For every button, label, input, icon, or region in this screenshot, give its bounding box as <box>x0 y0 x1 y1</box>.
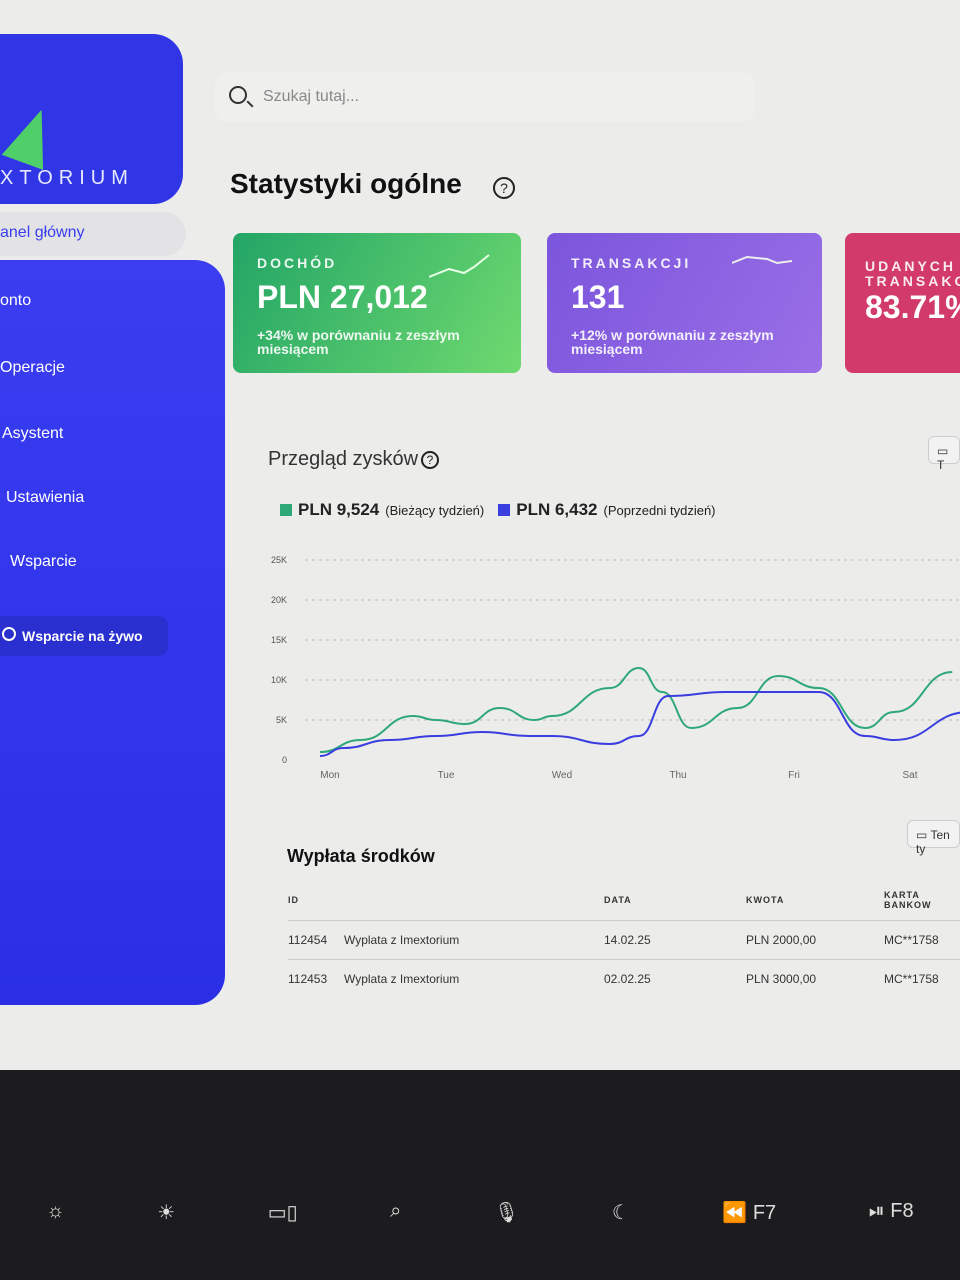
page-title: Statystyki ogólne <box>230 168 462 199</box>
legend-label-current: (Bieżący tydzień) <box>385 502 485 518</box>
x-tick-label: Tue <box>438 770 455 781</box>
cell-id: 112453 <box>288 959 344 998</box>
col-date: DATA <box>604 895 632 905</box>
cell-card: MC**1758 <box>884 959 960 998</box>
x-tick-label: Mon <box>320 770 339 781</box>
card-sub: +34% w porównaniu z zeszłym miesiącem <box>257 327 460 357</box>
series-line-1 <box>319 691 960 757</box>
y-tick-label: 0 <box>282 755 287 765</box>
legend-value-previous: PLN 6,432 <box>516 500 598 519</box>
card-value: 131 <box>571 279 625 315</box>
search-placeholder: Szukaj tutaj... <box>263 88 360 105</box>
key[interactable]: ⌕ <box>390 1200 402 1222</box>
cell-date: 02.02.25 <box>604 959 746 998</box>
sidebar-item-active-bg <box>0 212 186 256</box>
profit-chart: 0 5K 10K 15K 20K 25K Mon Tue Wed Thu Fri Sat <box>271 555 960 781</box>
table-row[interactable]: 112454 Wyplata z Imextorium 14.02.25 PLN 20… <box>288 920 960 960</box>
keyboard-row: ☼ ☀ ▭▯ ⌕ 🎙 ☾ ⏪ F7 ⏯ F8 <box>0 1200 960 1225</box>
withdrawals-title: Wypłata środków <box>287 846 435 866</box>
income-card: DOCHÓD PLN 27,012 +34% w porównaniu z ze… <box>233 233 521 373</box>
col-desc <box>344 880 604 921</box>
date-filter-button[interactable]: ▭ T <box>928 436 960 472</box>
live-support-button[interactable]: Wsparcie na żywo <box>0 616 168 656</box>
logo-icon <box>1 102 63 170</box>
card-sub: +12% w porównaniu z zeszłym miesiącem <box>571 327 774 357</box>
y-tick-label: 5K <box>276 715 287 725</box>
cell-amount: PLN 2000,00 <box>746 920 884 960</box>
key[interactable]: ☾ <box>611 1202 630 1224</box>
col-card: KARTA BANKOW <box>884 890 932 910</box>
cell-card: MC**1758 <box>884 920 960 960</box>
live-support-label: Wsparcie na żywo <box>22 628 143 644</box>
sparkline-icon <box>429 254 490 278</box>
cell-amount: PLN 3000,00 <box>746 959 884 998</box>
success-rate-card: UDANYCH TRANSAKCJI 83.71% <box>845 233 960 373</box>
cell-id: 112454 <box>288 920 344 960</box>
table-row[interactable]: 112453 Wyplata z Imextorium 02.02.25 PLN 30… <box>288 959 960 998</box>
headset-icon <box>2 627 16 641</box>
screen: XTORIUM anel główny onto Operacje Asyste… <box>0 0 960 1070</box>
search-icon <box>229 86 247 104</box>
sidebar-item-assistant[interactable]: Asystent <box>2 425 64 442</box>
key[interactable]: 🎙 <box>493 1202 520 1224</box>
card-label: UDANYCH TRANSAKCJI <box>865 258 960 289</box>
card-value: PLN 27,012 <box>257 279 428 315</box>
legend-label-previous: (Poprzedni tydzień) <box>603 502 716 518</box>
chart-legend: PLN 9,524 (Bieżący tydzień) PLN 6,432 (P… <box>280 500 724 520</box>
sidebar-item-settings[interactable]: Ustawienia <box>6 489 85 506</box>
help-icon[interactable]: ? <box>421 451 439 469</box>
sidebar-item-operations[interactable]: Operacje <box>0 359 65 376</box>
cell-desc: Wyplata z Imextorium <box>344 920 604 960</box>
card-value: 83.71% <box>865 289 960 325</box>
sidebar-item-dashboard[interactable]: anel główny <box>0 224 85 241</box>
logo-area: XTORIUM <box>0 34 183 204</box>
sidebar-item-support[interactable]: Wsparcie <box>10 553 77 570</box>
key[interactable]: ☀ <box>157 1202 176 1224</box>
transactions-card: TRANSAKCJI 131 +12% w porównaniu z zeszł… <box>547 233 822 373</box>
cell-date: 14.02.25 <box>604 920 746 960</box>
key[interactable]: ☼ <box>46 1200 65 1222</box>
sparkline-icon <box>732 255 792 265</box>
x-tick-label: Wed <box>552 770 572 781</box>
series-line-0 <box>319 666 953 753</box>
legend-swatch-previous <box>498 504 511 516</box>
card-label: DOCHÓD <box>257 255 338 271</box>
x-tick-label: Thu <box>669 770 686 781</box>
key[interactable]: ⏯ F8 <box>868 1200 914 1222</box>
key[interactable]: ▭▯ <box>267 1202 298 1224</box>
card-label: TRANSAKCJI <box>571 255 692 271</box>
legend-value-current: PLN 9,524 <box>298 500 380 519</box>
x-tick-label: Sat <box>902 770 917 781</box>
withdrawals-date-label: Ten ty <box>916 828 950 856</box>
sidebar-item-account[interactable]: onto <box>0 292 32 309</box>
help-icon[interactable]: ? <box>493 177 515 199</box>
legend-swatch-current <box>280 504 292 516</box>
search-input[interactable]: Szukaj tutaj... <box>215 72 755 122</box>
date-filter-label: T <box>937 458 945 472</box>
col-id: ID <box>288 895 299 905</box>
table-header: ID DATA KWOTA KARTA BANKOW <box>288 880 960 921</box>
y-tick-label: 15K <box>271 635 287 645</box>
y-tick-label: 25K <box>271 555 287 565</box>
withdrawals-table: ID DATA KWOTA KARTA BANKOW 112454 Wyplata… <box>288 880 960 998</box>
y-tick-label: 10K <box>271 675 287 685</box>
col-amount: KWOTA <box>746 895 785 905</box>
y-tick-label: 20K <box>271 595 287 605</box>
withdrawals-date-button[interactable]: ▭ Ten ty <box>907 820 960 856</box>
x-tick-label: Fri <box>788 770 800 781</box>
cell-desc: Wyplata z Imextorium <box>344 959 604 998</box>
brand-name: XTORIUM <box>0 167 134 189</box>
profit-title: Przegląd zysków <box>268 448 419 470</box>
key[interactable]: ⏪ F7 <box>722 1202 777 1224</box>
